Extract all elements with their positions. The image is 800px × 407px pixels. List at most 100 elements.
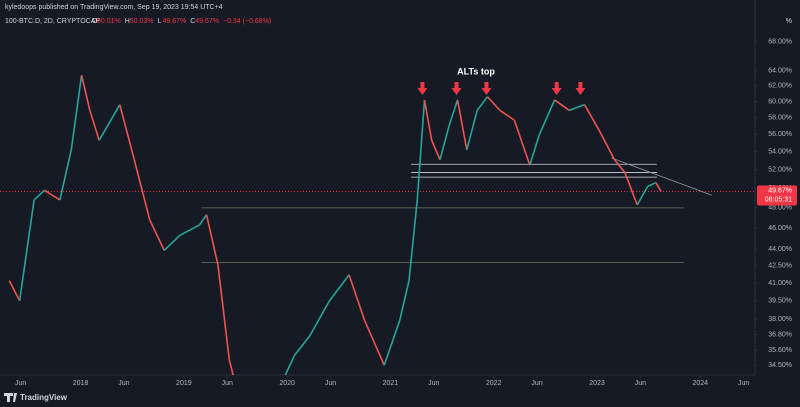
x-tick-label: 2024 [692, 380, 708, 387]
ohlc-label: L [158, 18, 162, 25]
ohlc-label: H [125, 18, 130, 25]
brand: TradingView [20, 393, 68, 402]
y-tick-label: 39.50% [768, 298, 792, 305]
price-segment [18, 199, 35, 301]
ohlc-value: 49.67% [195, 18, 219, 25]
price-segment [328, 274, 350, 302]
trend-line [611, 157, 712, 196]
price-segment [179, 224, 200, 237]
x-tick-label: Jun [635, 380, 646, 387]
unit: % [786, 18, 792, 25]
price-segment [217, 264, 231, 360]
brand-logo [4, 393, 17, 402]
symbol: 100-BTC.D, 2D, CRYPTOCAP [5, 18, 100, 25]
ohlc-value: 49.67% [163, 18, 187, 25]
ohlc: O 50.01% H 50.03% L 49.67% C 49.67% −0.34 (−0.68… [92, 18, 271, 25]
price-segment [583, 104, 600, 131]
price-segment [363, 320, 385, 366]
price-segment [416, 99, 426, 201]
y-tick-label: 62.00% [768, 83, 792, 90]
x-tick-label: Jun [118, 380, 129, 387]
countdown: 08:05:31 [765, 196, 792, 203]
y-tick-label: 46.00% [768, 225, 792, 232]
x-tick-label: 2018 [73, 380, 89, 387]
price-segment [59, 149, 73, 201]
y-tick-label: 60.00% [768, 98, 792, 105]
x-tick-label: Jun [15, 380, 26, 387]
price-segment [554, 99, 570, 111]
price-segment [309, 300, 331, 337]
ohlc-value: 50.01% [97, 18, 121, 25]
arrow [417, 82, 428, 95]
price-segment [486, 96, 501, 111]
price-segment [430, 140, 441, 161]
plot-area [0, 75, 755, 375]
price-segment [89, 110, 100, 141]
y-tick-label: 54.00% [768, 149, 792, 156]
price-segment [80, 75, 91, 111]
price-segment [8, 280, 21, 302]
price-segment [647, 181, 657, 188]
y-tick-label: 44.00% [768, 246, 792, 253]
price-segment [529, 134, 540, 166]
x-tick-label: Jun [428, 380, 439, 387]
x-tick-label: 2019 [176, 380, 192, 387]
price-segment [383, 320, 401, 366]
publisher: kyledoops published on TradingView.com, … [5, 4, 223, 11]
y-tick-label: 41.00% [768, 280, 792, 287]
x-tick-label: Jun [738, 380, 749, 387]
y-tick-label: 68.00% [768, 39, 792, 46]
arrow [551, 82, 562, 95]
price-segment [598, 129, 616, 161]
ohlc-value: 50.03% [130, 18, 154, 25]
y-tick-label: 58.00% [768, 115, 792, 122]
price-segment [198, 214, 208, 226]
price-segment [466, 110, 478, 151]
price-segment [513, 119, 531, 166]
x-tick-label: 2020 [279, 380, 295, 387]
price-segment [439, 124, 451, 160]
price-segment [149, 219, 165, 251]
price-segment [293, 335, 311, 357]
x-tick-label: Jun [531, 380, 542, 387]
price-segment [33, 189, 45, 201]
price-segment [613, 159, 626, 173]
price-segment [499, 109, 515, 121]
y-tick-label: 48.00% [768, 205, 792, 212]
price-segment [408, 199, 419, 281]
ohlc-value: −0.34 (−0.68%) [223, 18, 271, 25]
price-segment [423, 99, 433, 141]
price-segment [348, 274, 366, 321]
arrow [451, 82, 462, 95]
y-tick-label: 38.00% [768, 316, 792, 323]
y-tick-label: 42.50% [768, 263, 792, 270]
y-tick-label: 56.00% [768, 131, 792, 138]
arrow [481, 82, 492, 95]
price-segment [476, 96, 489, 111]
price-segment [98, 104, 121, 141]
price-segment [284, 355, 296, 375]
price-segment [398, 280, 410, 321]
price-segment [205, 214, 219, 265]
y-tick-label: 52.00% [768, 167, 792, 174]
price-segment [163, 234, 181, 251]
price-segment [456, 99, 468, 151]
price-segment [43, 189, 61, 201]
last-price-tag [757, 185, 797, 206]
x-tick-label: 2022 [486, 380, 502, 387]
x-tick-label: 2023 [589, 380, 605, 387]
last-price-label: 49.67% [768, 187, 792, 194]
arrow [575, 82, 586, 95]
price-segment [568, 103, 585, 112]
ohlc-label: O [92, 18, 98, 25]
y-tick-label: 34.50% [768, 362, 792, 369]
x-tick-label: Jun [325, 380, 336, 387]
annotation: ALTs top [457, 66, 495, 76]
price-segment [448, 99, 459, 126]
price-segment [624, 172, 639, 206]
price-segment [228, 359, 234, 375]
y-tick-label: 35.60% [768, 347, 792, 354]
